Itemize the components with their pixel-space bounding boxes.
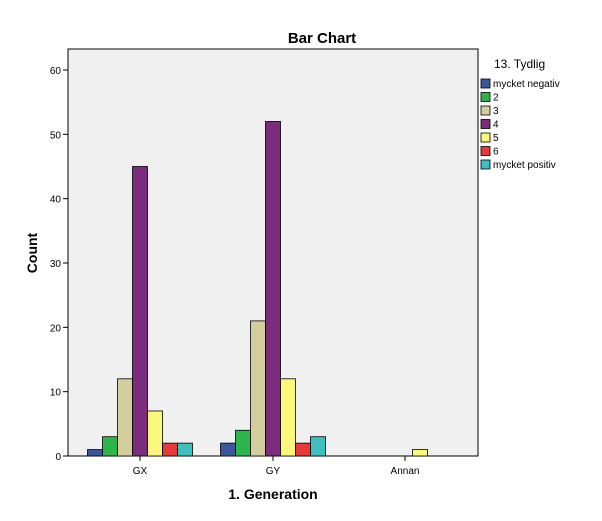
x-tick-label: GY: [266, 466, 281, 477]
legend-label: 6: [493, 147, 499, 158]
legend-label: mycket negativ: [493, 79, 560, 90]
x-tick-label: GX: [133, 466, 148, 477]
y-tick-label: 10: [50, 388, 62, 399]
legend-label: 3: [493, 106, 499, 117]
legend-title: 13. Tydlig: [494, 57, 545, 71]
legend-swatch: [480, 78, 491, 89]
bar: [117, 378, 133, 457]
bar: [280, 378, 296, 457]
chart-title: Bar Chart: [288, 30, 356, 47]
bar: [87, 449, 103, 457]
axes-group: 0 10 20 30 40 50 60 GX GY Annan: [50, 66, 420, 477]
bars-group: [87, 121, 428, 457]
legend-label: 2: [493, 93, 499, 104]
legend-swatch: [480, 132, 491, 143]
x-axis-title: 1. Generation: [228, 486, 317, 502]
y-tick-label: 40: [50, 195, 62, 206]
bar: [295, 442, 311, 457]
y-tick-label: 50: [50, 130, 62, 141]
bar: [220, 442, 236, 457]
y-tick-label: 30: [50, 259, 62, 270]
legend-swatch: [480, 105, 491, 116]
bar: [235, 429, 251, 457]
bar: [265, 121, 281, 457]
x-tick-label: Annan: [391, 466, 420, 477]
bar: [147, 410, 163, 457]
legend-swatch: [480, 119, 491, 129]
legend-swatch: [480, 146, 491, 156]
y-axis-title: Count: [24, 232, 40, 273]
legend-label: 4: [493, 120, 499, 131]
y-tick-label: 0: [55, 452, 61, 463]
bar: [162, 442, 178, 457]
bar: [310, 436, 326, 457]
y-tick-label: 20: [50, 323, 62, 334]
legend-swatch: [480, 159, 491, 170]
bar: [250, 320, 266, 457]
legend-label: 5: [493, 133, 499, 144]
y-tick-label: 60: [50, 66, 62, 77]
bar: [412, 449, 428, 457]
bar: [132, 166, 148, 457]
legend-label: mycket positiv: [493, 160, 556, 171]
legend-swatch: [480, 92, 491, 102]
bar: [177, 442, 193, 457]
bar: [102, 436, 118, 457]
legend: mycket negativ 2 3 4 5 6 mycket positiv: [480, 78, 560, 171]
